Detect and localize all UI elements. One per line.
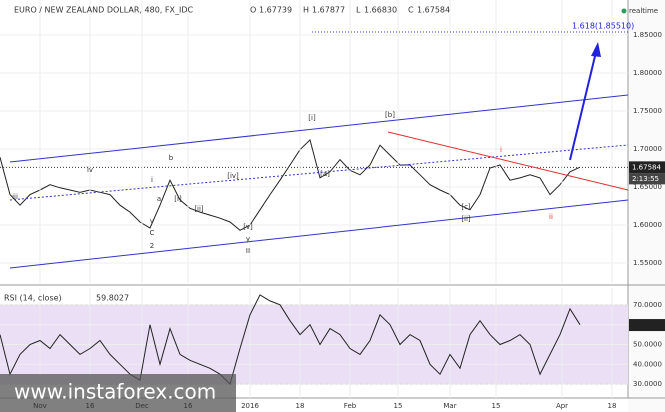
watermark-box <box>0 374 236 412</box>
x-tick-label: Feb <box>344 402 357 410</box>
countdown-tag <box>629 173 665 185</box>
wave-label: 2 <box>150 242 154 250</box>
price-tag <box>629 161 665 174</box>
chart-title: EURO / NEW ZEALAND DOLLAR, 480, FX_IDC <box>14 6 193 15</box>
x-tick-label: 16 <box>86 402 95 410</box>
watermark: www.instaforex.com <box>14 380 216 404</box>
ohlc-label: C <box>408 6 414 15</box>
wave-label: [i] <box>308 114 316 122</box>
wave-label: iv <box>87 166 93 174</box>
wave-label: [b] <box>385 111 395 119</box>
x-tick-label: 2016 <box>241 402 259 410</box>
wave-label: II <box>246 247 250 255</box>
ohlc-value: 1.67584 <box>417 6 450 15</box>
resistance-line <box>387 131 629 191</box>
ohlc-value: 1.66830 <box>364 6 397 15</box>
wave-label: [a] <box>320 170 330 178</box>
target-label: 1.618(1.85510) <box>572 22 634 31</box>
price-line <box>0 294 581 386</box>
y-tick-label: 1.55000 <box>633 259 662 267</box>
wave-label: [ii] <box>461 215 471 223</box>
wave-label: [c] <box>461 203 471 211</box>
x-tick-label: 15 <box>394 402 403 410</box>
wave-label: b <box>169 154 174 162</box>
channel-lower <box>9 199 629 269</box>
x-tick-label: Dec <box>135 402 149 410</box>
wave-label: y <box>246 235 250 243</box>
price-axis-area <box>628 0 665 412</box>
wave-label: i <box>500 146 502 154</box>
arrow-head <box>591 42 601 57</box>
y-tick-label: 1.65000 <box>633 183 662 191</box>
y-tick-label: 70.0000 <box>633 301 662 309</box>
layers <box>0 0 628 398</box>
ohlc-label: O <box>250 6 256 15</box>
wave-label: iii <box>12 193 18 201</box>
wave-label: C <box>150 229 155 237</box>
y-tick-label: 40.0000 <box>633 360 662 368</box>
wave-label: [i] <box>174 195 182 203</box>
wave-label: [v] <box>243 223 253 231</box>
wave-label: ii <box>549 213 553 221</box>
y-tick-label: 1.75000 <box>633 107 662 115</box>
ohlc-label: L <box>356 6 361 15</box>
y-tick-label: 1.80000 <box>633 69 662 77</box>
y-tick-label: 1.70000 <box>633 145 662 153</box>
y-tick-label: 1.60000 <box>633 221 662 229</box>
countdown-label: 2:13:55 <box>632 175 659 183</box>
x-tick-label: Mar <box>443 402 456 410</box>
ohlc-label: H <box>303 6 309 15</box>
x-tick-label: Apr <box>556 402 568 410</box>
price-line <box>0 138 581 231</box>
price-tag-label: 1.67584 <box>632 163 661 171</box>
status: realtime <box>629 7 658 15</box>
channel-upper <box>9 94 629 163</box>
value-tag <box>629 319 665 332</box>
x-tick-label: Nov <box>33 402 47 410</box>
wave-label: [ii] <box>194 205 204 213</box>
status-dot <box>621 8 627 14</box>
rsi-title: RSI (14, close) <box>4 294 62 303</box>
y-tick-label: 50.0000 <box>633 340 662 348</box>
x-tick-label: 18 <box>296 402 305 410</box>
ohlc-value: 1.67877 <box>312 6 345 15</box>
x-tick-label: 16 <box>184 402 193 410</box>
x-tick-label: 15 <box>492 402 501 410</box>
forecast-arrow <box>569 51 597 161</box>
wave-label: a <box>157 195 161 203</box>
channel-mid <box>9 144 629 201</box>
wave-label: [iv] <box>227 172 239 180</box>
wave-label: v <box>150 217 154 225</box>
y-tick-label: 30.0000 <box>633 380 662 388</box>
y-tick-label: 1.85000 <box>633 31 662 39</box>
rsi-value-header: 59.8027 <box>96 294 129 303</box>
wave-label: i <box>151 176 153 184</box>
x-tick-label: 18 <box>608 402 617 410</box>
ohlc-value: 1.67739 <box>259 6 292 15</box>
